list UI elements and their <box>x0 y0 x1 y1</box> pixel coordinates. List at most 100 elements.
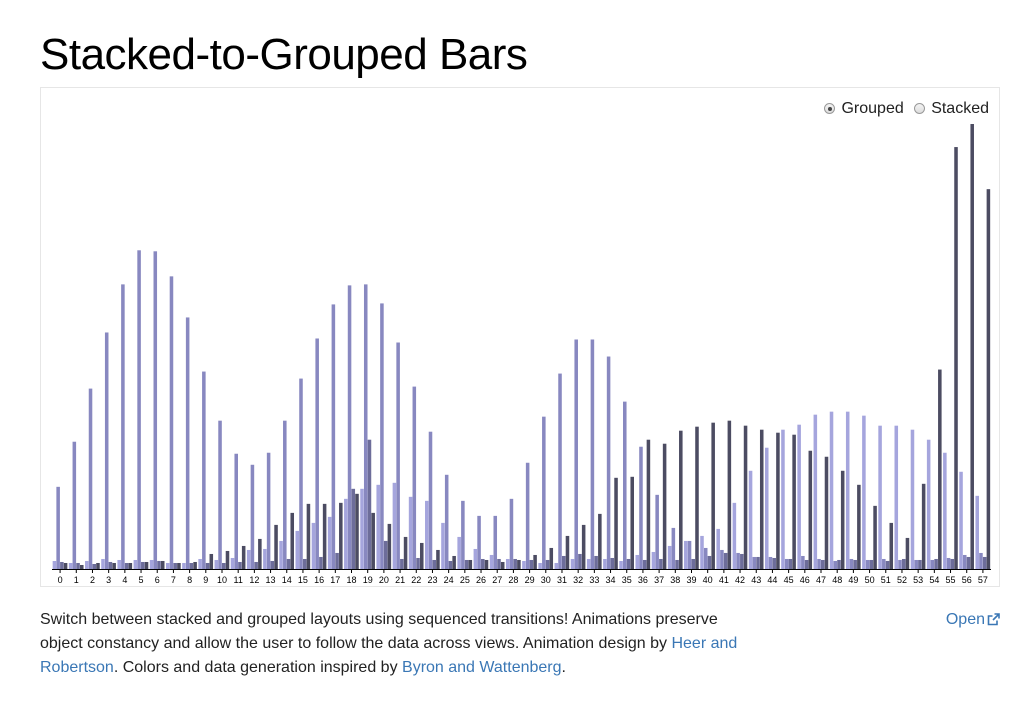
bar-s1-15 <box>299 378 303 569</box>
bar-s3-40 <box>711 422 715 569</box>
bar-s3-45 <box>792 434 796 569</box>
bar-s0-18 <box>344 498 348 569</box>
bar-s0-4 <box>117 559 121 569</box>
bar-s0-1 <box>68 562 73 569</box>
byron-wattenberg-link[interactable]: Byron and Wattenberg <box>402 659 562 676</box>
bar-s1-32 <box>574 339 578 569</box>
bar-s1-27 <box>493 515 498 569</box>
bar-s2-11 <box>238 561 242 569</box>
bar-s3-38 <box>679 430 683 569</box>
bar-s3-12 <box>258 538 262 569</box>
bar-s2-48 <box>837 559 841 569</box>
bar-s2-1 <box>76 562 80 569</box>
bar-s2-49 <box>853 559 857 569</box>
x-tick-label-56: 56 <box>962 575 972 585</box>
bar-s0-42 <box>732 502 737 569</box>
bar-s2-4 <box>124 562 129 569</box>
x-tick-label-11: 11 <box>234 575 243 585</box>
grouped-option[interactable]: Grouped <box>824 100 904 117</box>
bar-s1-40 <box>703 547 708 569</box>
x-tick-label-19: 19 <box>363 575 373 585</box>
bar-s0-45 <box>781 429 785 569</box>
chart-area: 0 1 2 3 4 5 6 7 8 9 10 11 12 13 14 15 16 17 18 19 20 21 22 23 24… <box>40 87 1000 587</box>
stacked-radio[interactable] <box>914 103 926 114</box>
stacked-option[interactable]: Stacked <box>914 100 989 117</box>
bar-s1-22 <box>412 386 417 569</box>
bar-s2-27 <box>497 558 501 569</box>
x-tick-label-33: 33 <box>589 575 599 585</box>
bar-s3-42 <box>743 425 748 569</box>
x-tick-label-29: 29 <box>525 575 535 585</box>
bar-s3-9 <box>209 553 214 569</box>
bar-s3-48 <box>840 470 845 569</box>
bar-s0-26 <box>473 548 478 569</box>
bar-s3-16 <box>322 503 327 569</box>
bar-s2-50 <box>869 559 874 569</box>
page-title: Stacked-to-Grouped Bars <box>40 30 528 79</box>
bar-s2-17 <box>335 552 339 569</box>
bar-s3-41 <box>727 420 732 569</box>
x-tick-label-42: 42 <box>735 575 745 585</box>
bar-s1-47 <box>817 558 821 569</box>
bar-s0-9 <box>198 558 202 569</box>
bar-s2-57 <box>982 556 987 569</box>
x-tick-label-26: 26 <box>476 575 486 585</box>
x-tick-label-43: 43 <box>751 575 761 585</box>
bar-s3-29 <box>533 554 537 569</box>
bar-s1-23 <box>428 431 433 569</box>
bar-s3-32 <box>581 524 586 569</box>
bar-s3-47 <box>824 456 829 569</box>
x-tick-label-15: 15 <box>298 575 308 585</box>
bar-s3-37 <box>662 443 667 569</box>
bar-s1-54 <box>930 559 935 569</box>
bar-s0-51 <box>878 425 882 569</box>
bar-s2-20 <box>383 540 388 569</box>
bar-s2-56 <box>966 556 971 569</box>
bar-s1-38 <box>671 527 676 569</box>
x-tick-label-55: 55 <box>946 575 956 585</box>
bar-s3-0 <box>63 562 68 569</box>
bar-s1-44 <box>768 556 773 569</box>
x-tick-label-6: 6 <box>155 575 160 585</box>
bar-s3-13 <box>274 524 278 569</box>
bar-s1-9 <box>202 371 206 569</box>
bar-s2-24 <box>448 560 453 569</box>
bar-s1-0 <box>56 486 60 569</box>
bar-s1-55 <box>946 557 951 569</box>
bar-s2-36 <box>642 559 647 569</box>
bar-s3-25 <box>468 559 473 569</box>
bar-s0-44 <box>764 447 769 569</box>
bar-s0-21 <box>392 482 397 569</box>
bar-s1-51 <box>882 558 886 569</box>
bar-s1-31 <box>558 373 562 569</box>
x-tick-label-24: 24 <box>444 575 454 585</box>
bar-s3-54 <box>938 369 942 569</box>
bar-s2-29 <box>529 559 534 569</box>
open-link[interactable]: Open <box>946 608 1000 632</box>
x-tick-label-3: 3 <box>106 575 111 585</box>
bar-s0-25 <box>457 536 461 569</box>
stacked-label: Stacked <box>931 100 989 117</box>
grouped-label: Grouped <box>841 100 904 117</box>
grouped-radio[interactable] <box>824 103 836 114</box>
bar-s3-57 <box>986 189 991 569</box>
x-tick-label-48: 48 <box>832 575 842 585</box>
bar-s1-7 <box>169 276 174 569</box>
bar-s1-49 <box>849 558 854 569</box>
bar-s1-41 <box>720 549 724 569</box>
bar-s0-10 <box>214 559 219 569</box>
bar-s3-30 <box>549 547 554 569</box>
bar-s2-21 <box>400 558 404 569</box>
bar-s0-32 <box>570 558 575 569</box>
bar-s0-41 <box>716 528 720 569</box>
bar-s0-28 <box>505 558 510 569</box>
bar-s2-23 <box>432 559 436 569</box>
x-tick-label-2: 2 <box>90 575 95 585</box>
bar-s1-56 <box>962 554 967 569</box>
external-link-icon <box>987 613 1000 626</box>
heer-robertson-link[interactable]: Heer and Robertson <box>40 635 738 676</box>
bar-s3-20 <box>387 523 392 569</box>
x-tick-label-1: 1 <box>74 575 79 585</box>
bar-s2-45 <box>788 558 793 569</box>
x-tick-label-39: 39 <box>686 575 696 585</box>
